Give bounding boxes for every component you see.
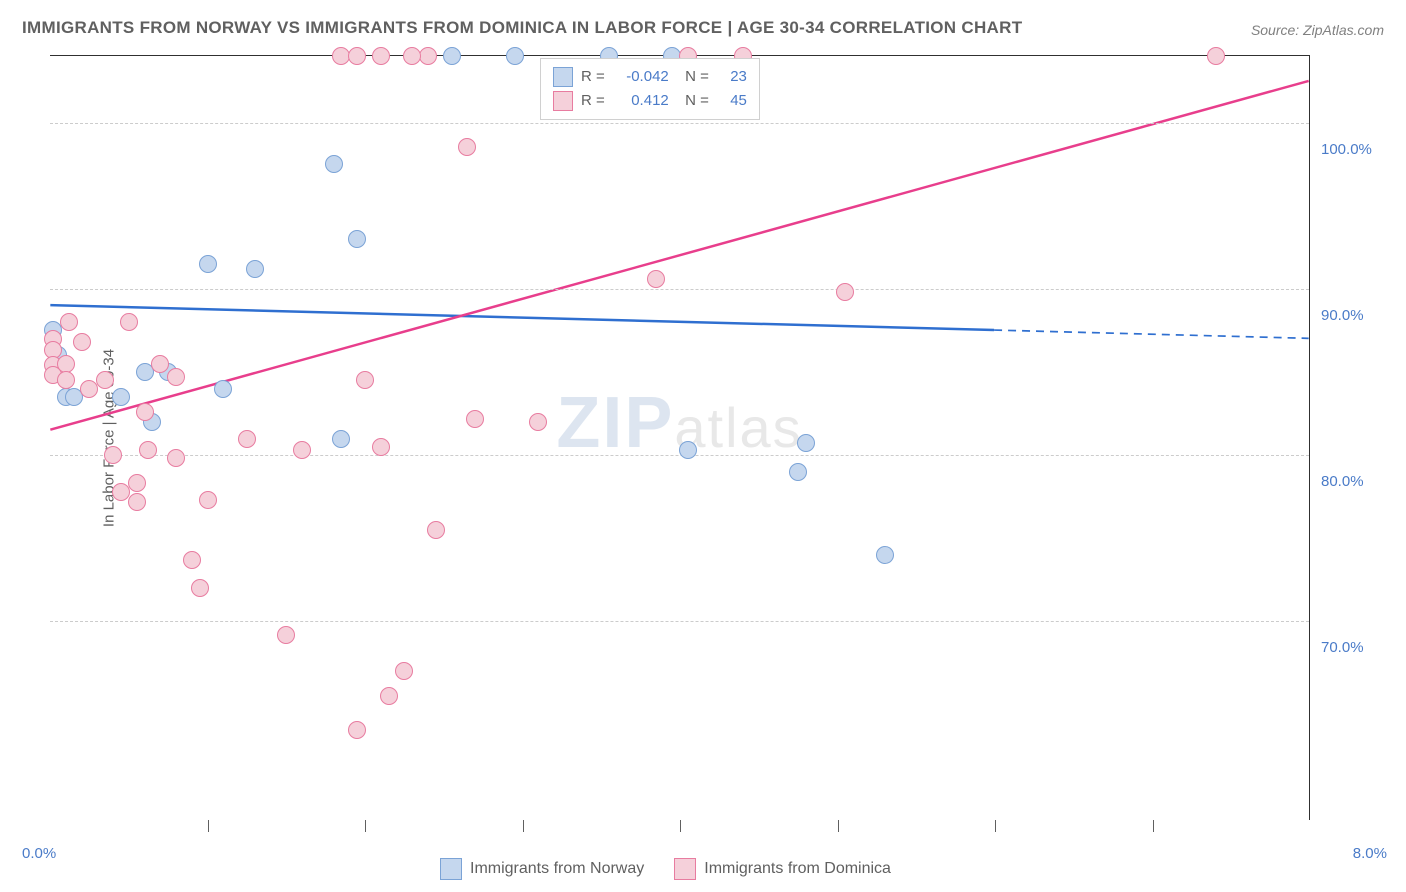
gridline-h (50, 621, 1309, 622)
data-point (191, 579, 209, 597)
data-point (167, 368, 185, 386)
data-point (348, 230, 366, 248)
ytick-label: 90.0% (1321, 307, 1391, 324)
data-point (529, 413, 547, 431)
data-point (466, 410, 484, 428)
xtick (995, 820, 996, 832)
data-point (876, 546, 894, 564)
legend-r-label: R = (581, 65, 605, 89)
xtick (838, 820, 839, 832)
xtick (1153, 820, 1154, 832)
data-point (199, 255, 217, 273)
data-point (128, 493, 146, 511)
data-point (332, 430, 350, 448)
data-point (246, 260, 264, 278)
legend-n-label: N = (677, 65, 709, 89)
data-point (139, 441, 157, 459)
data-point (419, 47, 437, 65)
data-point (348, 47, 366, 65)
data-point (128, 474, 146, 492)
data-point (380, 687, 398, 705)
data-point (167, 449, 185, 467)
data-point (120, 313, 138, 331)
data-point (57, 371, 75, 389)
data-point (60, 313, 78, 331)
data-point (372, 438, 390, 456)
data-point (96, 371, 114, 389)
data-point (112, 388, 130, 406)
gridline-h (50, 123, 1309, 124)
data-point (789, 463, 807, 481)
ytick-label: 100.0% (1321, 141, 1391, 158)
xaxis-max-label: 8.0% (1353, 845, 1387, 862)
legend-n-value: 45 (717, 89, 747, 113)
legend-label: Immigrants from Norway (470, 860, 644, 878)
data-point (151, 355, 169, 373)
data-point (395, 662, 413, 680)
legend-correlation-row: R = 0.412 N = 45 (553, 89, 747, 113)
xtick (523, 820, 524, 832)
data-point (57, 355, 75, 373)
data-point (136, 403, 154, 421)
xtick (365, 820, 366, 832)
data-point (443, 47, 461, 65)
legend-item: Immigrants from Dominica (674, 858, 891, 880)
data-point (348, 721, 366, 739)
data-point (427, 521, 445, 539)
data-point (293, 441, 311, 459)
data-point (797, 434, 815, 452)
correlation-legend: R = -0.042 N = 23 R = 0.412 N = 45 (540, 58, 760, 120)
data-point (647, 270, 665, 288)
ytick-label: 70.0% (1321, 639, 1391, 656)
legend-r-value: 0.412 (613, 89, 669, 113)
data-point (277, 626, 295, 644)
data-point (214, 380, 232, 398)
legend-r-value: -0.042 (613, 65, 669, 89)
legend-correlation-row: R = -0.042 N = 23 (553, 65, 747, 89)
ytick-label: 80.0% (1321, 473, 1391, 490)
plot-area: In Labor Force | Age 30-34 ZIPatlas 0.0%… (50, 55, 1310, 820)
source-label: Source: ZipAtlas.com (1251, 22, 1384, 38)
data-point (104, 446, 122, 464)
legend-swatch (440, 858, 462, 880)
gridline-h (50, 289, 1309, 290)
legend-swatch (553, 91, 573, 111)
xtick (208, 820, 209, 832)
xaxis-min-label: 0.0% (22, 845, 56, 862)
chart-title: IMMIGRANTS FROM NORWAY VS IMMIGRANTS FRO… (22, 18, 1022, 38)
data-point (458, 138, 476, 156)
data-point (403, 47, 421, 65)
data-point (679, 441, 697, 459)
data-point (238, 430, 256, 448)
data-point (356, 371, 374, 389)
legend-label: Immigrants from Dominica (704, 860, 891, 878)
data-point (73, 333, 91, 351)
data-point (325, 155, 343, 173)
series-legend: Immigrants from Norway Immigrants from Do… (440, 858, 891, 880)
data-point (506, 47, 524, 65)
legend-item: Immigrants from Norway (440, 858, 644, 880)
legend-r-label: R = (581, 89, 605, 113)
data-point (836, 283, 854, 301)
data-point (1207, 47, 1225, 65)
data-point (199, 491, 217, 509)
legend-swatch (553, 67, 573, 87)
data-point (183, 551, 201, 569)
legend-n-label: N = (677, 89, 709, 113)
legend-swatch (674, 858, 696, 880)
data-point (372, 47, 390, 65)
xtick (680, 820, 681, 832)
legend-n-value: 23 (717, 65, 747, 89)
